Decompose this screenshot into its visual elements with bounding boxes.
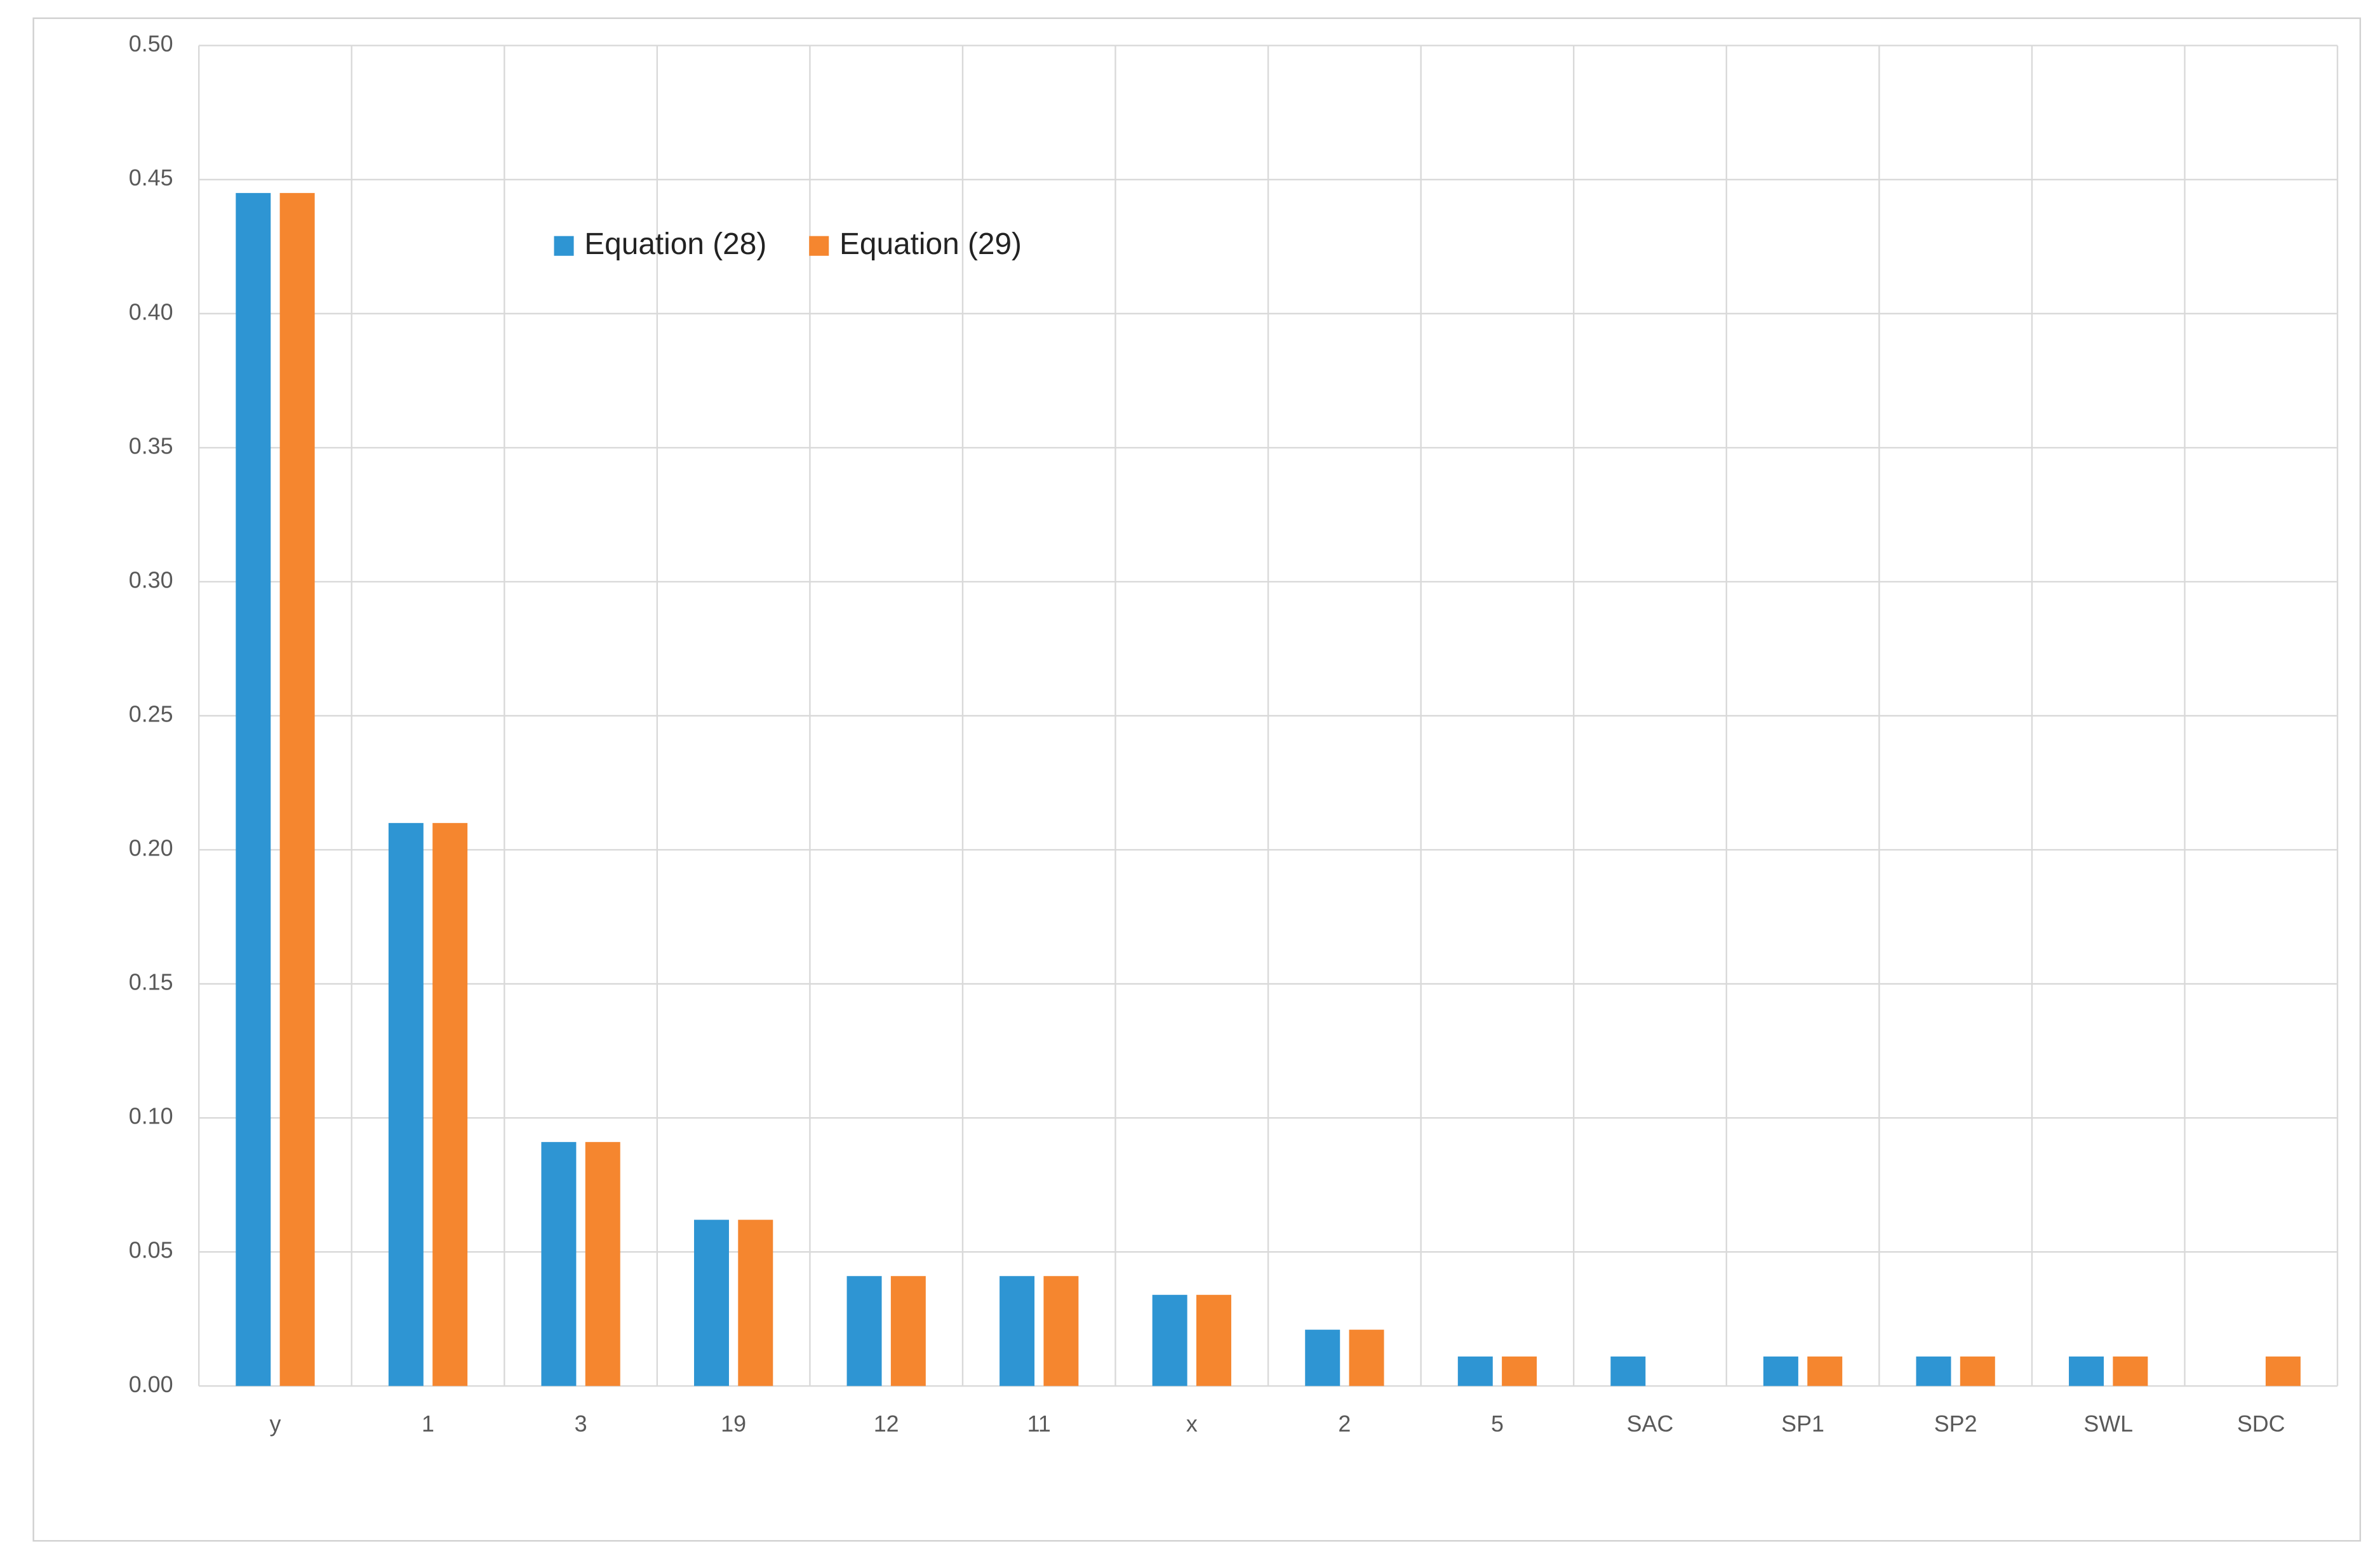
bar <box>585 1142 620 1386</box>
bar <box>1152 1294 1187 1386</box>
bar <box>1196 1294 1231 1386</box>
bar <box>846 1276 882 1386</box>
x-tick-label: 12 <box>874 1411 899 1437</box>
x-tick-label: 11 <box>1027 1411 1051 1437</box>
x-tick-label: SDC <box>2237 1411 2285 1437</box>
bar <box>2113 1356 2148 1386</box>
bar <box>1349 1329 1384 1386</box>
x-tick-label: x <box>1186 1411 1198 1437</box>
legend-label: Equation (29) <box>839 227 1022 261</box>
bar <box>1305 1329 1340 1386</box>
y-tick-label: 0.00 <box>129 1372 173 1397</box>
bar <box>1043 1276 1079 1386</box>
x-tick-label: SWL <box>2083 1411 2133 1437</box>
x-tick-label: 1 <box>422 1411 434 1437</box>
chart-frame <box>32 17 2362 1542</box>
bar <box>1807 1356 1843 1386</box>
y-tick-label: 0.25 <box>129 701 173 727</box>
y-tick-label: 0.35 <box>129 433 173 459</box>
bar <box>236 192 271 1386</box>
bar <box>1502 1356 1537 1386</box>
y-tick-label: 0.30 <box>129 567 173 593</box>
bar <box>890 1276 926 1386</box>
y-tick-label: 0.20 <box>129 836 173 861</box>
bar <box>738 1219 773 1386</box>
x-tick-label: SAC <box>1627 1411 1674 1437</box>
x-tick-label: y <box>269 1411 281 1437</box>
legend-label: Equation (28) <box>584 227 766 261</box>
bar <box>1916 1356 1951 1386</box>
bar <box>432 822 468 1386</box>
x-tick-label: 3 <box>575 1411 587 1437</box>
y-tick-label: 0.50 <box>129 31 173 57</box>
x-tick-label: SP1 <box>1781 1411 1824 1437</box>
x-tick-label: SP2 <box>1934 1411 1977 1437</box>
y-tick-label: 0.15 <box>129 970 173 995</box>
x-tick-label: 19 <box>721 1411 746 1437</box>
bar <box>999 1276 1035 1386</box>
bar <box>693 1219 729 1386</box>
bar <box>1610 1356 1646 1386</box>
bar <box>279 192 315 1386</box>
y-tick-label: 0.10 <box>129 1104 173 1129</box>
bar <box>1960 1356 1995 1386</box>
bar <box>1457 1356 1493 1386</box>
bar <box>541 1142 577 1386</box>
bar <box>2069 1356 2104 1386</box>
x-tick-label: 5 <box>1491 1411 1504 1437</box>
bar <box>1763 1356 1798 1386</box>
y-tick-label: 0.45 <box>129 165 173 191</box>
legend-swatch <box>554 236 574 256</box>
legend-swatch <box>809 236 829 256</box>
x-tick-label: 2 <box>1338 1411 1351 1437</box>
bar <box>388 822 424 1386</box>
y-tick-label: 0.40 <box>129 299 173 325</box>
y-tick-label: 0.05 <box>129 1238 173 1263</box>
bar <box>2265 1356 2301 1386</box>
